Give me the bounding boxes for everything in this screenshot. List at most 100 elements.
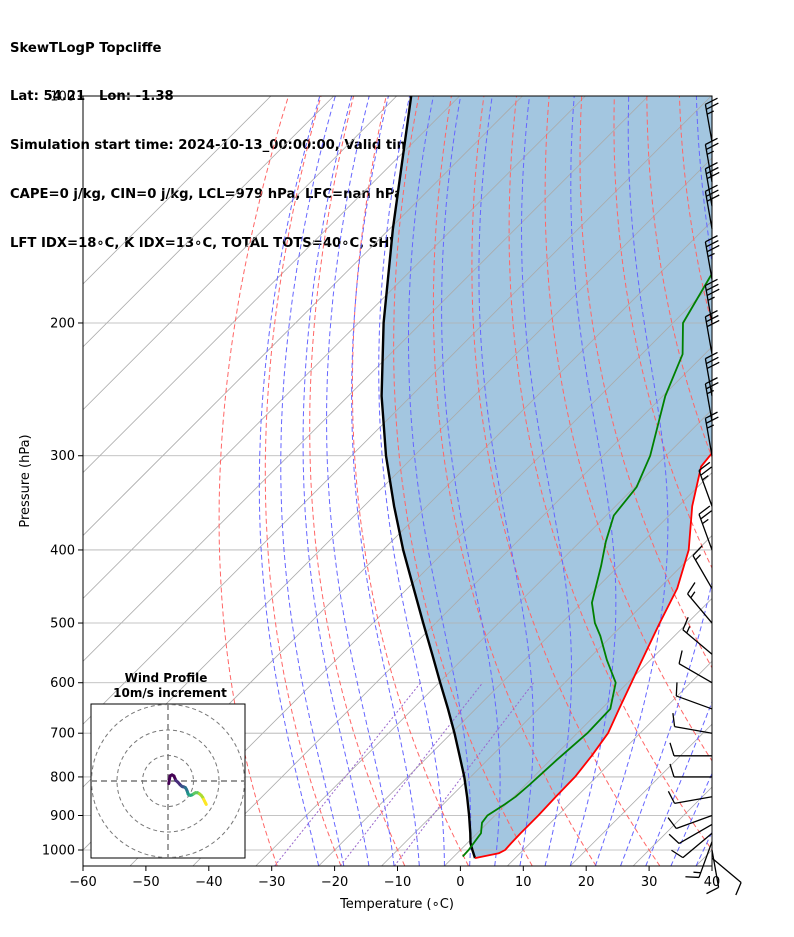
moist-adiabat-line xyxy=(351,96,420,866)
dry-adiabat-line xyxy=(613,96,712,570)
wind-barb xyxy=(687,582,713,624)
location-line: Lat: 54.21 Lon: -1.38 xyxy=(10,89,174,105)
wind-barb xyxy=(711,857,742,896)
x-tick-label: −30 xyxy=(258,875,285,890)
x-tick-label: −20 xyxy=(321,875,348,890)
wind-barb xyxy=(675,682,713,710)
y-tick-label: 400 xyxy=(50,543,75,558)
isotherm-line xyxy=(255,409,712,866)
wind-barb xyxy=(704,351,720,397)
moist-adiabat-line xyxy=(258,96,321,866)
moist-adiabat-line xyxy=(520,96,572,866)
wind-barb xyxy=(667,814,713,830)
dry-adiabat-line xyxy=(218,96,289,866)
hodo-ring xyxy=(91,704,245,858)
dry-adiabat-line xyxy=(351,96,469,866)
dry-adiabat-line xyxy=(309,96,406,866)
x-tick-label: −60 xyxy=(69,875,96,890)
moist-adiabat-line xyxy=(408,96,472,866)
plot-area xyxy=(83,96,794,896)
dry-adiabat-line xyxy=(711,96,712,104)
inset-subtitle: 10m/s increment xyxy=(113,686,227,700)
moist-adiabat-line xyxy=(326,96,395,866)
moist-adiabat-line xyxy=(645,700,712,866)
isotherm-line xyxy=(381,534,712,866)
y-tick-label: 300 xyxy=(50,449,75,464)
isotherm-line xyxy=(83,96,460,474)
wind-barb xyxy=(678,650,713,684)
isotherm-line xyxy=(83,96,712,725)
dry-adiabat-line xyxy=(264,96,342,866)
wind-barb xyxy=(692,545,713,589)
dry-adiabat-line xyxy=(646,96,712,459)
isotherm-line xyxy=(318,472,712,866)
x-axis-title: Temperature (∘C) xyxy=(339,897,454,912)
dry-adiabat-line xyxy=(393,96,533,866)
mixing-ratio-line xyxy=(339,682,484,866)
wind-barb xyxy=(667,790,713,805)
dry-adiabat-line xyxy=(678,96,712,327)
x-tick-label: 20 xyxy=(578,875,595,890)
y-tick-label: 500 xyxy=(50,617,75,632)
moist-adiabat-line xyxy=(670,772,712,866)
isotherm-line xyxy=(192,346,712,866)
dry-adiabat-line xyxy=(579,96,712,669)
x-tick-label: −10 xyxy=(384,875,411,890)
wind-barb xyxy=(698,461,713,507)
dry-adiabat-line xyxy=(471,96,661,866)
dewpoint-profile xyxy=(462,271,712,858)
moist-adiabat-line xyxy=(620,96,712,866)
y-tick-label: 200 xyxy=(50,316,75,331)
moist-adiabat-line xyxy=(378,96,445,866)
wind-barb xyxy=(669,742,712,757)
hodo-ring xyxy=(116,729,220,833)
hodograph-segment xyxy=(204,801,208,806)
isotherm-line xyxy=(444,597,712,866)
x-tick-label: 40 xyxy=(704,875,721,890)
wind-barb xyxy=(668,823,713,845)
dry-adiabat-line xyxy=(745,96,794,866)
y-tick-label: 600 xyxy=(50,676,75,691)
parcel-profile xyxy=(380,96,477,859)
hodo-ring xyxy=(142,755,194,807)
isotherm-line xyxy=(129,283,712,866)
y-axis-title: Pressure (hPa) xyxy=(18,434,33,527)
moist-adiabat-line xyxy=(280,96,345,866)
x-tick-label: −50 xyxy=(132,875,159,890)
moist-adiabat-line xyxy=(594,96,669,866)
dry-adiabat-line xyxy=(508,96,712,851)
temperature-profile xyxy=(474,451,712,859)
y-tick-label: 700 xyxy=(50,727,75,742)
isotherm-line xyxy=(83,96,335,348)
isotherm-line xyxy=(83,96,397,411)
chart-title: SkewTLogP Topcliffe xyxy=(10,40,162,56)
axes: −60 −50 −40 −30 −20 −10 0 10 20 30 40 1000 900 800 700… xyxy=(42,90,720,891)
y-tick-label: 1000 xyxy=(42,844,75,859)
isotherm-line xyxy=(83,96,649,662)
wind-barb xyxy=(704,377,719,422)
mixing-ratio-line xyxy=(274,682,421,866)
x-tick-label: −40 xyxy=(195,875,222,890)
moist-adiabat-line xyxy=(302,96,370,866)
isotherm-line xyxy=(507,660,712,866)
mixing-ratio-line xyxy=(394,682,534,866)
y-tick-label: 100 xyxy=(50,90,75,105)
wind-barb xyxy=(706,849,720,895)
wind-profile-inset: Wind Profile 10m/s increment xyxy=(90,671,246,859)
dry-adiabat-line xyxy=(432,96,597,866)
y-tick-label: 800 xyxy=(50,770,75,785)
y-tick-label: 900 xyxy=(50,809,75,824)
x-tick-label: 30 xyxy=(641,875,658,890)
x-tick-label: 0 xyxy=(456,875,464,890)
wind-barb xyxy=(685,841,713,879)
wind-barb xyxy=(704,184,720,229)
cape-cin-shading xyxy=(381,96,712,859)
moist-adiabat-line xyxy=(569,96,617,866)
x-tick-label: 10 xyxy=(515,875,532,890)
wind-barb xyxy=(672,713,713,734)
inset-title: Wind Profile xyxy=(125,671,208,685)
isotherm-line xyxy=(83,96,272,285)
isotherm-line xyxy=(83,96,586,599)
wind-barb xyxy=(671,832,713,859)
